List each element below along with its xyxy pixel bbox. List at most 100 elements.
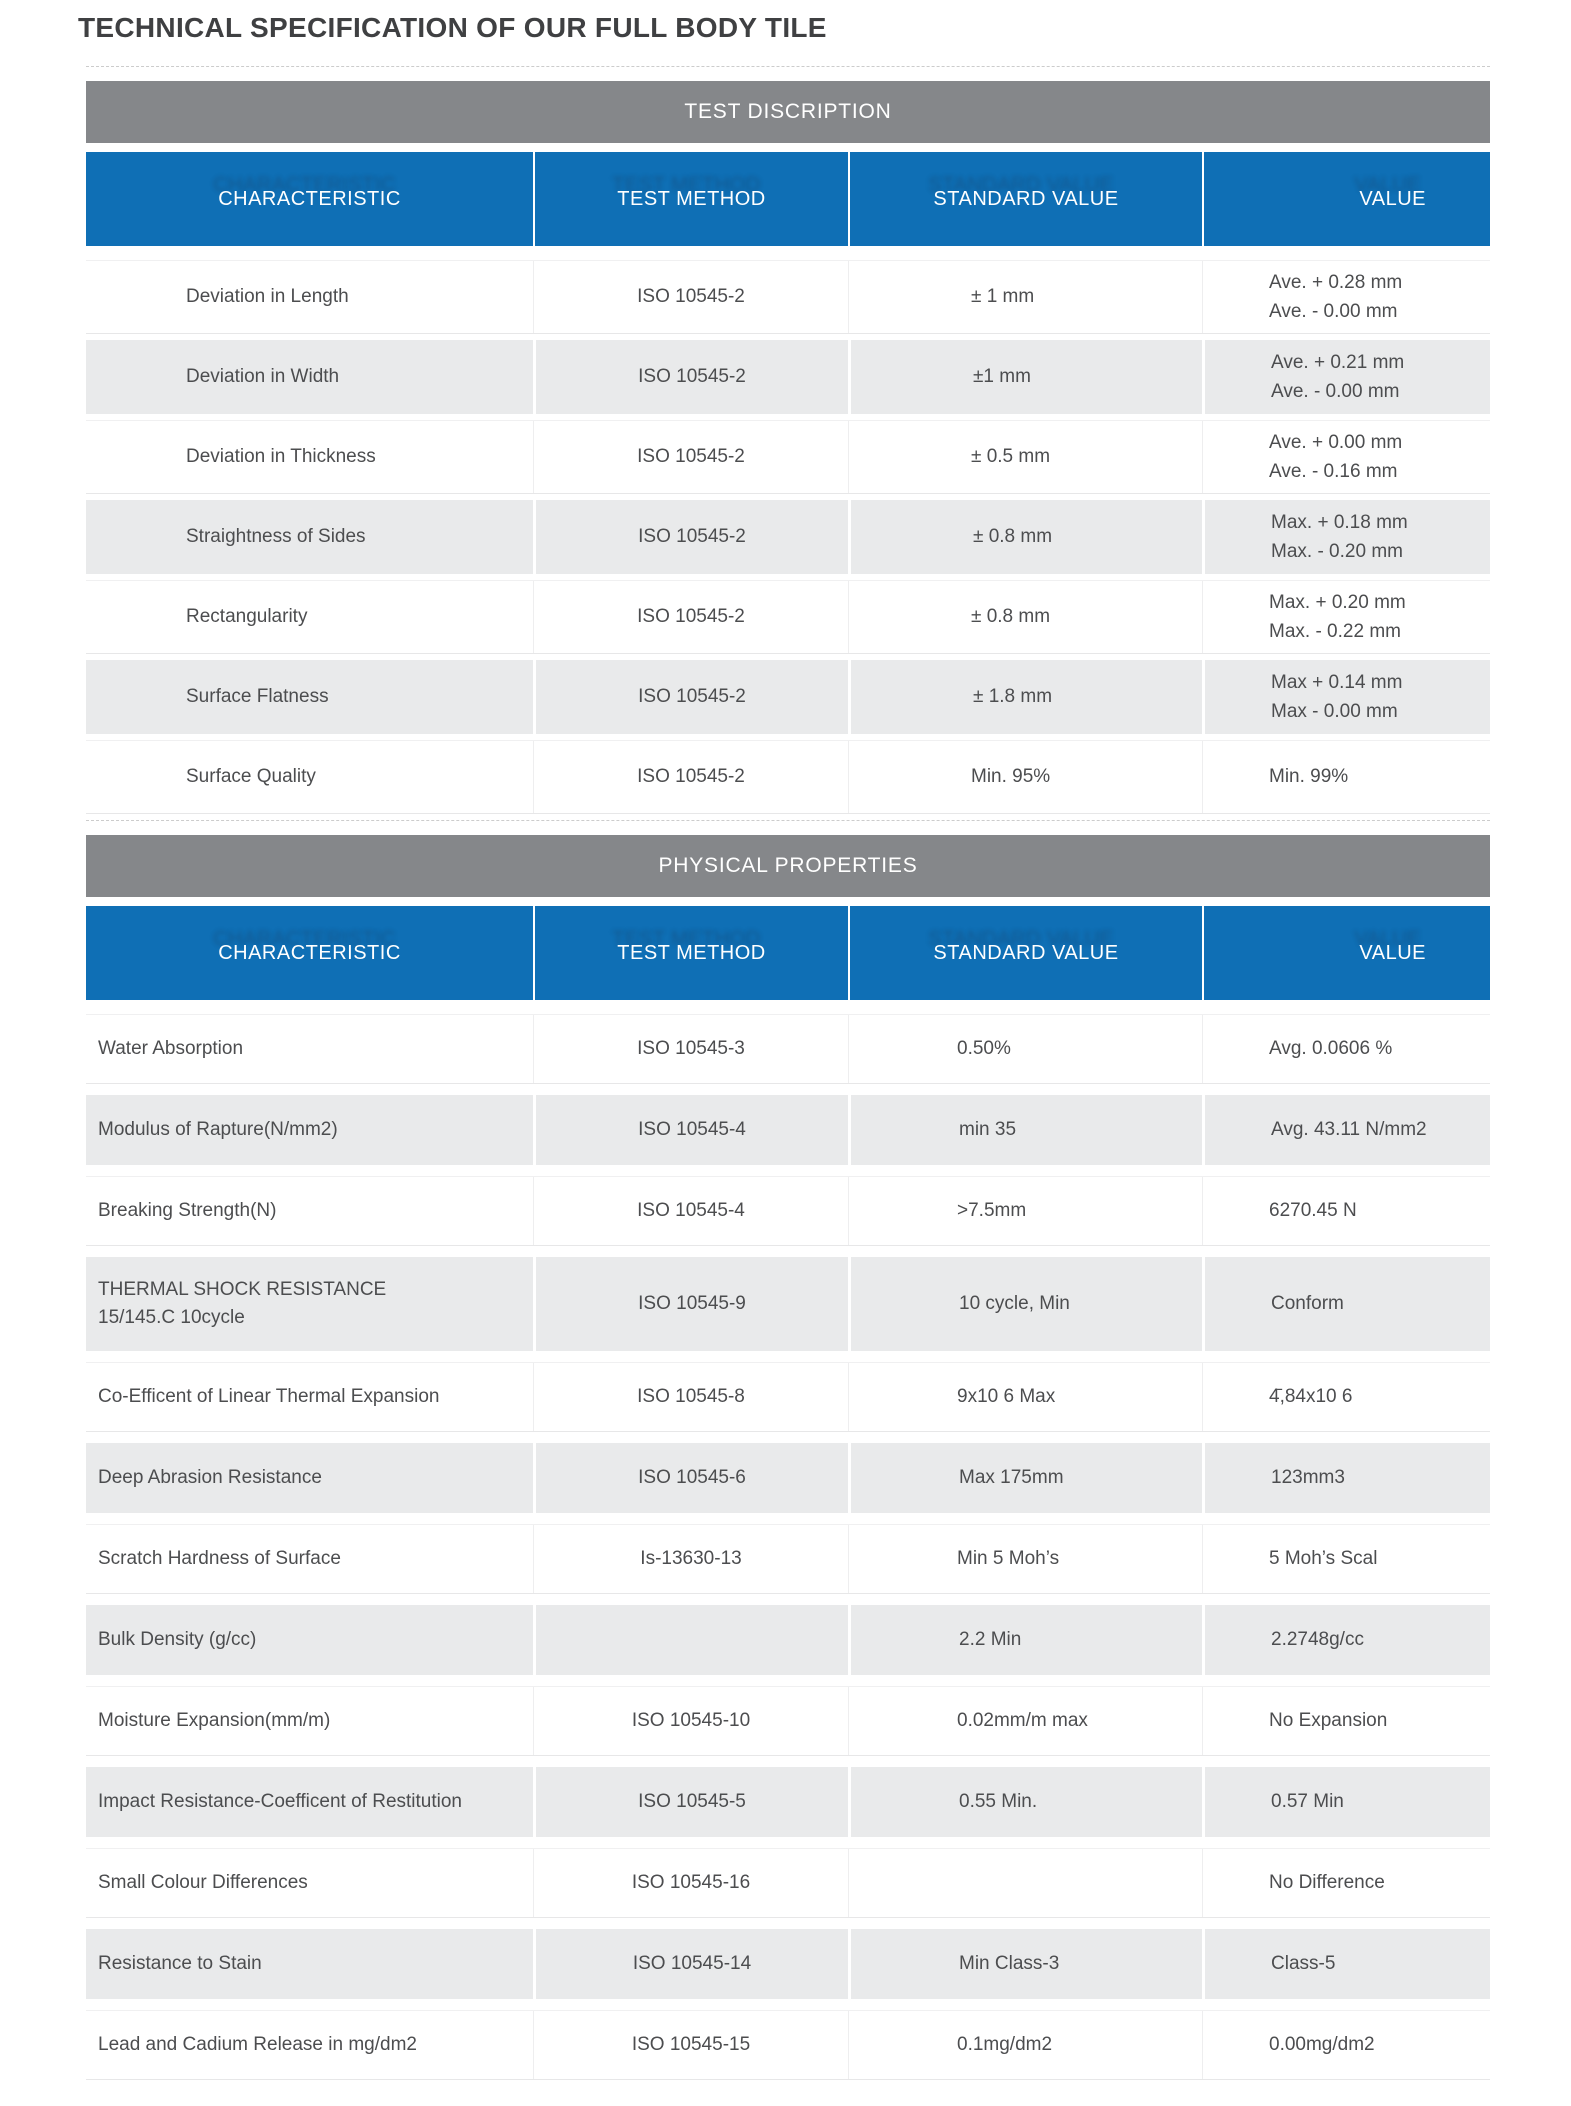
table-row: Deviation in Length ISO 10545-2 ± 1 mm A… — [86, 260, 1490, 334]
standard-value-cell: 0.02mm/m max — [848, 1687, 1202, 1755]
table-header-row: CHARACTERISTIC TEST METHOD STANDARD VALU… — [86, 906, 1490, 1000]
cell-text: ISO 10545-9 — [638, 1293, 746, 1314]
cell-text: Min. 95% — [971, 766, 1051, 787]
characteristic-cell: Water Absorption — [86, 1015, 533, 1083]
characteristic-cell: Deviation in Length — [86, 261, 533, 333]
cell-text: Bulk Density (g/cc) — [98, 1628, 257, 1650]
column-header-label: CHARACTERISTIC — [218, 187, 401, 210]
cell-text: Breaking Strength(N) — [98, 1199, 277, 1221]
section-band-test-description: TEST DISCRIPTION — [86, 81, 1490, 143]
characteristic-cell: Breaking Strength(N) — [86, 1177, 533, 1245]
test-method-cell: ISO 10545-9 — [533, 1257, 848, 1351]
table-row: Resistance to Stain ISO 10545-14 Min Cla… — [86, 1929, 1490, 1999]
cell-text: 0.1mg/dm2 — [957, 2034, 1053, 2055]
cell-text: Moisture Expansion(mm/m) — [98, 1709, 331, 1731]
standard-value-cell: Max 175mm — [848, 1443, 1202, 1513]
table-row: Bulk Density (g/cc) 2.2 Min 2.2748g/cc — [86, 1605, 1490, 1675]
test-method-cell: ISO 10545-2 — [533, 500, 848, 574]
standard-value-cell: >7.5mm — [848, 1177, 1202, 1245]
standard-value-cell: 0.55 Min. — [848, 1767, 1202, 1837]
cell-text: ±1 mm — [973, 366, 1031, 387]
value-line: No Expansion — [1269, 1710, 1388, 1732]
value-line: Max. - 0.22 mm — [1269, 621, 1401, 642]
cell-text: ISO 10545-15 — [631, 2034, 751, 2055]
characteristic-cell: Deviation in Thickness — [86, 421, 533, 493]
table-row: Straightness of Sides ISO 10545-2 ± 0.8 … — [86, 500, 1490, 574]
value-cell: Max. + 0.18 mm Max. - 0.20 mm — [1202, 500, 1490, 574]
cell-text: ISO 10545-4 — [638, 1119, 746, 1140]
column-header-label: STANDARD VALUE — [933, 941, 1119, 964]
cell-text: ± 1 mm — [971, 286, 1035, 307]
column-header-label: VALUE — [1359, 187, 1426, 210]
value-line: Avg. 0.0606 % — [1269, 1038, 1393, 1060]
test-method-cell: ISO 10545-2 — [533, 421, 848, 493]
cell-text: Min Class-3 — [959, 1953, 1060, 1974]
value-cell: Avg. 43.11 N/mm2 — [1202, 1095, 1490, 1165]
table-row: Water Absorption ISO 10545-3 0.50% Avg. … — [86, 1014, 1490, 1084]
standard-value-cell: Min Class-3 — [848, 1929, 1202, 1999]
cell-text: ISO 10545-10 — [631, 1710, 751, 1731]
value-cell: No Expansion — [1202, 1687, 1490, 1755]
column-header-standard-value: STANDARD VALUE — [848, 906, 1202, 1000]
section-band-title: PHYSICAL PROPERTIES — [658, 854, 918, 877]
value-cell: Avg. 0.0606 % — [1202, 1015, 1490, 1083]
cell-text: ISO 10545-2 — [637, 606, 745, 627]
characteristic-cell: Scratch Hardness of Surface — [86, 1525, 533, 1593]
test-method-cell: ISO 10545-2 — [533, 741, 848, 813]
standard-value-cell: 0.50% — [848, 1015, 1202, 1083]
cell-text: 0.02mm/m max — [957, 1710, 1088, 1731]
test-method-cell: ISO 10545-2 — [533, 660, 848, 734]
characteristic-cell: Modulus of Rapture(N/mm2) — [86, 1095, 533, 1165]
column-header-value: VALUE — [1202, 152, 1490, 246]
column-header-characteristic: CHARACTERISTIC — [86, 906, 533, 1000]
section-band-physical-properties: PHYSICAL PROPERTIES — [86, 835, 1490, 897]
value-line: Ave. - 0.00 mm — [1271, 381, 1400, 402]
value-cell: Class-5 — [1202, 1929, 1490, 1999]
value-line: Max - 0.00 mm — [1271, 701, 1398, 722]
characteristic-cell: Moisture Expansion(mm/m) — [86, 1687, 533, 1755]
test-method-cell: ISO 10545-10 — [533, 1687, 848, 1755]
value-cell: Ave. + 0.28 mm Ave. - 0.00 mm — [1202, 261, 1490, 333]
test-method-cell: ISO 10545-4 — [533, 1095, 848, 1165]
characteristic-cell: Surface Quality — [86, 741, 533, 813]
value-cell: 0.00mg/dm2 — [1202, 2011, 1490, 2079]
table-row: Deviation in Width ISO 10545-2 ±1 mm Ave… — [86, 340, 1490, 414]
cell-text: 0.50% — [957, 1038, 1011, 1059]
cell-text: Deviation in Thickness — [186, 445, 376, 467]
column-header-value: VALUE — [1202, 906, 1490, 1000]
column-header-test-method: TEST METHOD — [533, 152, 848, 246]
table-row: Scratch Hardness of Surface Is-13630-13 … — [86, 1524, 1490, 1594]
value-cell: Max + 0.14 mm Max - 0.00 mm — [1202, 660, 1490, 734]
test-method-cell: ISO 10545-14 — [533, 1929, 848, 1999]
value-line: Conform — [1271, 1293, 1344, 1315]
table-row: Rectangularity ISO 10545-2 ± 0.8 mm Max.… — [86, 580, 1490, 654]
characteristic-cell: Rectangularity — [86, 581, 533, 653]
test-method-cell: ISO 10545-2 — [533, 581, 848, 653]
cell-text: ± 1.8 mm — [973, 686, 1053, 707]
cell-text: >7.5mm — [957, 1200, 1027, 1221]
value-cell: 6270.45 N — [1202, 1177, 1490, 1245]
standard-value-cell — [848, 1849, 1202, 1917]
value-line: Max. - 0.20 mm — [1271, 541, 1403, 562]
standard-value-cell: Min 5 Moh’s — [848, 1525, 1202, 1593]
column-header-label: STANDARD VALUE — [933, 187, 1119, 210]
cell-text: ISO 10545-2 — [637, 446, 745, 467]
test-method-cell: ISO 10545-8 — [533, 1363, 848, 1431]
standard-value-cell: ±1 mm — [848, 340, 1202, 414]
column-header-label: TEST METHOD — [617, 187, 766, 210]
table-row: Surface Flatness ISO 10545-2 ± 1.8 mm Ma… — [86, 660, 1490, 734]
standard-value-cell: 0.1mg/dm2 — [848, 2011, 1202, 2079]
cell-text: Co-Efficent of Linear Thermal Expansion — [98, 1385, 440, 1407]
cell-text: Lead and Cadium Release in mg/dm2 — [98, 2033, 417, 2055]
value-cell: Max. + 0.20 mm Max. - 0.22 mm — [1202, 581, 1490, 653]
cell-text: Impact Resistance-Coefficent of Restitut… — [98, 1790, 462, 1812]
standard-value-cell: ± 0.8 mm — [848, 581, 1202, 653]
test-method-cell: Is-13630-13 — [533, 1525, 848, 1593]
table-row: Moisture Expansion(mm/m) ISO 10545-10 0.… — [86, 1686, 1490, 1756]
standard-value-cell: ± 1.8 mm — [848, 660, 1202, 734]
cell-text: ISO 10545-4 — [637, 1200, 745, 1221]
characteristic-cell: Bulk Density (g/cc) — [86, 1605, 533, 1675]
characteristic-cell: Deviation in Width — [86, 340, 533, 414]
cell-text: Straightness of Sides — [186, 525, 366, 547]
characteristic-cell: Straightness of Sides — [86, 500, 533, 574]
